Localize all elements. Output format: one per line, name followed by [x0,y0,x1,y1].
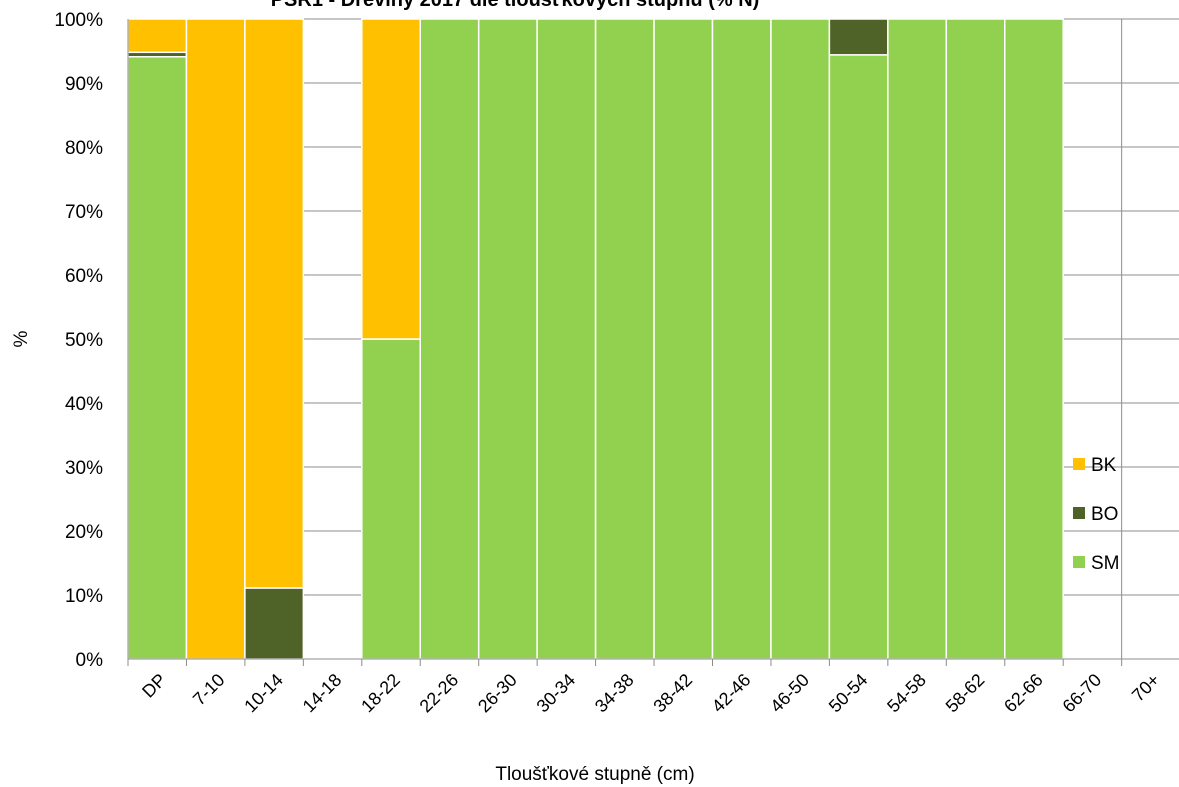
x-tick-label: 30-34 [533,670,580,717]
bar-segment-sm [945,18,1006,660]
bar-segment-bk [185,18,246,660]
y-tick-label: 70% [65,202,103,223]
bar-segment-sm [594,18,655,660]
bar-segment-sm [653,18,714,660]
bar-segment-sm [361,338,421,660]
x-tick-label: 18-22 [357,670,404,717]
x-tick-label: 38-42 [649,670,696,717]
legend-label-bk: BK [1091,455,1117,476]
y-tick-label: 50% [65,330,103,351]
bar-segment-bk [244,18,305,589]
y-tick-label: 10% [65,586,103,607]
bars [127,18,1064,660]
y-tick-label: 20% [65,522,103,543]
bar-segment-sm [887,18,948,660]
y-tick-label: 100% [54,10,103,31]
x-tick-label: 58-62 [942,670,989,717]
y-tick-label: 60% [65,266,103,287]
y-tick-label: 80% [65,138,103,159]
bar-segment-sm [127,56,188,660]
bar-segment-bk [361,18,421,340]
y-tick-label: 0% [76,650,104,671]
y-tick-label: 90% [65,74,103,95]
bar-segment-sm [770,18,831,660]
x-tick-label: 70+ [1128,670,1164,706]
x-tick-label: 42-46 [708,670,755,717]
x-tick-label: 10-14 [240,670,287,717]
bar-segment-sm [711,18,772,660]
x-tick-label: 46-50 [766,670,813,717]
bar-segment-sm [477,18,538,660]
x-tick-label: 26-30 [474,670,521,717]
bar-segment-sm [1004,18,1064,660]
y-axis-title: % [11,330,32,347]
x-tick-label: 66-70 [1059,670,1106,717]
x-tick-labels: DP 7-10 10-14 14-18 18-22 22-26 26-30 30-34 34-3… [138,670,1163,717]
legend-swatch-bk [1073,458,1085,470]
chart-title: PSR1 - Dřeviny 2017 dle tloušťkových stu… [271,0,760,11]
legend-label-bo: BO [1091,504,1118,525]
x-tick-label: 62-66 [1000,670,1047,717]
x-tick-label: 34-38 [591,670,638,717]
legend-swatch-sm [1073,556,1085,568]
bar-segment-sm [419,18,480,660]
x-tick-label: 22-26 [416,670,463,717]
bar-segment-sm [536,18,597,660]
axes [127,19,1179,666]
legend: BK BO SM [1073,455,1120,574]
bar-segment-bo [244,587,305,660]
bar-segment-bk [127,18,188,54]
x-tick-label: 7-10 [189,670,229,710]
y-tick-label: 30% [65,458,103,479]
bar-segment-sm [828,54,889,660]
y-tick-labels: 0% 10% 20% 30% 40% 50% 60% 70% 80% 90% 100% [54,10,103,671]
bar-segment-bo [828,18,889,56]
x-axis-title: Tloušťkové stupně (cm) [495,764,694,785]
y-tick-label: 40% [65,394,103,415]
x-tick-label: DP [138,670,170,702]
x-tick-label: 14-18 [299,670,346,717]
legend-swatch-bo [1073,507,1085,519]
x-tick-label: 50-54 [825,670,872,717]
x-tick-label: 54-58 [883,670,930,717]
legend-label-sm: SM [1091,553,1120,574]
